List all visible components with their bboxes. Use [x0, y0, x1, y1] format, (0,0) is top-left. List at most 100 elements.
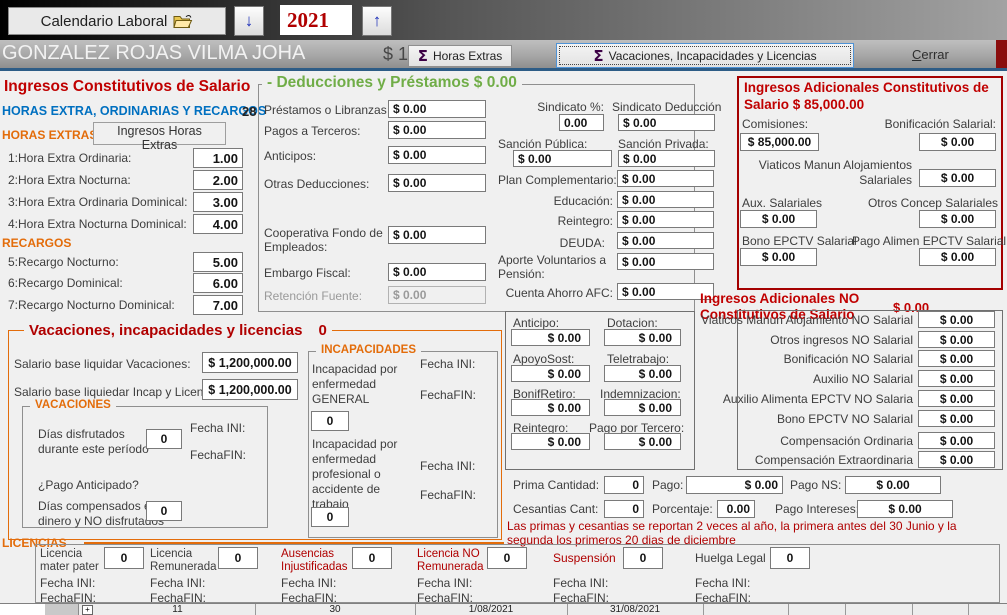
vac-fecha-ini-label: Fecha INI:	[190, 421, 246, 435]
recargo-7-label: 7:Recargo Nocturno Dominical:	[8, 298, 175, 312]
bono-epctv-no-input[interactable]	[918, 410, 995, 427]
viaticos-salariales-input[interactable]	[919, 169, 996, 187]
datasheet-cell-empty[interactable]	[845, 604, 913, 615]
compensacion-extraordinaria-input[interactable]	[918, 451, 995, 468]
pagos-terceros-input[interactable]	[388, 121, 486, 139]
licencia-remunerada-input[interactable]	[218, 547, 258, 569]
datasheet-cell-empty[interactable]	[788, 604, 846, 615]
year-down-button[interactable]: ↓	[234, 6, 264, 36]
tab-ingresos-horas-extras[interactable]: Ingresos Horas Extras	[93, 122, 226, 152]
hora-extra-2-input[interactable]	[193, 170, 243, 190]
bonificacion-salarial-input[interactable]	[919, 133, 996, 151]
pago-intereses-input[interactable]	[857, 500, 953, 518]
otros-ingresos-no-input[interactable]	[918, 331, 995, 348]
otros-concep-input[interactable]	[919, 210, 996, 228]
compensacion-ordinaria-input[interactable]	[918, 432, 995, 449]
sindicato-pct-label: Sindicato %:	[537, 100, 604, 114]
plan-complementario-input[interactable]	[617, 170, 714, 187]
calendario-laboral-button[interactable]: Calendario Laboral	[8, 7, 226, 35]
year-field[interactable]: 2021	[280, 5, 352, 35]
licencia-no-remunerada-input[interactable]	[487, 547, 527, 569]
auxilio-alimenta-no-input[interactable]	[918, 390, 995, 407]
dias-compensados-input[interactable]	[146, 501, 182, 521]
licencia-remunerada-label: Licencia Remunerada	[150, 548, 217, 573]
horas-extras-button[interactable]: Σ Horas Extras	[408, 45, 512, 67]
hora-extra-4-input[interactable]	[193, 214, 243, 234]
datasheet-cell-fecha-fin[interactable]: 31/08/2021	[567, 604, 704, 615]
otros-pagos-box	[505, 311, 695, 470]
sancion-privada-label: Sanción Privada:	[618, 137, 709, 151]
sindicato-deduccion-input[interactable]	[618, 114, 715, 131]
vacaciones-licencias-button[interactable]: Σ Vacaciones, Incapacidades y Licencias	[556, 43, 854, 68]
sancion-privada-input[interactable]	[618, 150, 715, 167]
pago-ns-label: Pago NS:	[790, 478, 842, 492]
datasheet-cell-fecha-ini[interactable]: 1/08/2021	[415, 604, 568, 615]
indemnizacion-label: Indemnizacion:	[600, 387, 681, 401]
lic4-fecha-ini: Fecha INI:	[417, 576, 473, 590]
reintegro-ded-label: Reintegro:	[557, 214, 613, 228]
porcentaje-input[interactable]	[717, 500, 755, 518]
pago-ns-input[interactable]	[845, 476, 941, 494]
aux-salariales-label: Aux. Salariales	[742, 196, 823, 210]
aporte-voluntario-input[interactable]	[617, 253, 714, 270]
top-toolbar: Calendario Laboral ↓ 2021 ↑	[0, 0, 1007, 40]
otras-deducciones-input[interactable]	[388, 174, 486, 192]
cerrar-button[interactable]: Cerrar	[912, 47, 949, 62]
dias-disfrutados-input[interactable]	[146, 429, 182, 449]
prima-cantidad-input[interactable]	[604, 476, 644, 494]
educacion-input[interactable]	[617, 191, 714, 208]
year-up-button[interactable]: ↑	[362, 6, 392, 36]
viaticos-no-salarial-input[interactable]	[918, 311, 995, 328]
record-selector[interactable]	[45, 604, 79, 615]
pago-tercero-input[interactable]	[604, 433, 681, 450]
huelga-legal-input[interactable]	[770, 547, 810, 569]
ausencias-input[interactable]	[352, 547, 392, 569]
aux-salariales-input[interactable]	[740, 210, 817, 228]
datasheet-cell-empty[interactable]	[912, 604, 969, 615]
cuenta-afc-input[interactable]	[617, 283, 714, 300]
cooperativa-input[interactable]	[388, 226, 486, 244]
pago-alimen-input[interactable]	[919, 248, 996, 266]
horas-extras-group-label: HORAS EXTRAS	[2, 128, 98, 142]
recargos-group-label: RECARGOS	[2, 236, 72, 250]
reintegro-pago-input[interactable]	[511, 433, 590, 450]
bonifretiro-input[interactable]	[511, 399, 590, 416]
auxilio-no-input[interactable]	[918, 370, 995, 387]
hora-extra-3-input[interactable]	[193, 192, 243, 212]
anticipo-input[interactable]	[511, 329, 590, 346]
sancion-publica-input[interactable]	[513, 150, 612, 167]
recargo-5-input[interactable]	[193, 252, 243, 272]
horas-extras-button-label: Horas Extras	[432, 49, 503, 63]
recargo-7-input[interactable]	[193, 295, 243, 315]
datasheet-cell-dias[interactable]: 11	[100, 604, 256, 615]
suspension-input[interactable]	[623, 547, 663, 569]
licencia-mater-input[interactable]	[104, 547, 144, 569]
comisiones-input[interactable]	[740, 133, 819, 151]
apoyosost-input[interactable]	[511, 365, 590, 382]
expand-record-button[interactable]: +	[82, 605, 93, 615]
salario-incap-input[interactable]	[202, 379, 298, 400]
teletrabajo-input[interactable]	[604, 365, 681, 382]
reintegro-ded-input[interactable]	[617, 211, 714, 228]
recargo-5-label: 5:Recargo Nocturno:	[8, 255, 119, 269]
bonificacion-no-input[interactable]	[918, 350, 995, 367]
indemnizacion-input[interactable]	[604, 399, 681, 416]
datasheet-cell-empty[interactable]	[703, 604, 789, 615]
incap-profesional-input[interactable]	[311, 507, 349, 527]
retencion-fuente-input[interactable]	[388, 286, 486, 304]
cesantias-cant-input[interactable]	[604, 500, 644, 518]
prestamos-input[interactable]	[388, 100, 486, 118]
deuda-input[interactable]	[617, 232, 714, 249]
otros-ingresos-no-label: Otros ingresos NO Salarial	[770, 333, 913, 347]
bono-epctv-input[interactable]	[740, 248, 817, 266]
sindicato-pct-input[interactable]	[559, 114, 604, 131]
dotacion-input[interactable]	[604, 329, 681, 346]
salario-vacaciones-input[interactable]	[202, 352, 298, 373]
incap-general-input[interactable]	[311, 411, 349, 431]
datasheet-cell-dias-mes[interactable]: 30	[255, 604, 416, 615]
hora-extra-1-input[interactable]	[193, 148, 243, 168]
embargo-fiscal-input[interactable]	[388, 263, 486, 281]
prima-pago-input[interactable]	[686, 476, 783, 494]
anticipos-input[interactable]	[388, 146, 486, 164]
recargo-6-input[interactable]	[193, 273, 243, 293]
